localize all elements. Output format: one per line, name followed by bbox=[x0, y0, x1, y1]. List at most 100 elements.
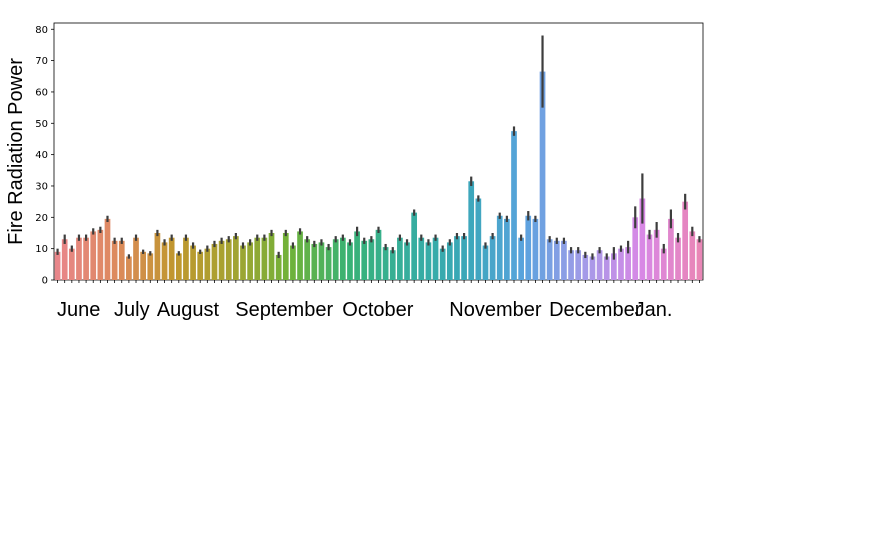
y-tick-label: 60 bbox=[35, 87, 48, 98]
y-tick-label: 40 bbox=[35, 150, 48, 161]
bar bbox=[418, 237, 425, 280]
bar bbox=[382, 247, 389, 280]
bar bbox=[411, 212, 418, 280]
bar bbox=[432, 237, 439, 280]
bar bbox=[603, 256, 610, 280]
bar bbox=[76, 237, 82, 280]
bar bbox=[311, 243, 318, 280]
bar bbox=[446, 242, 453, 280]
bar bbox=[496, 215, 503, 280]
bar bbox=[126, 256, 132, 280]
bar bbox=[375, 229, 382, 280]
month-labels: June July August September October November De… bbox=[57, 299, 672, 321]
bar bbox=[439, 248, 446, 280]
bar bbox=[482, 245, 489, 280]
bar bbox=[233, 236, 239, 280]
bar bbox=[518, 237, 524, 280]
month-label: October bbox=[342, 299, 413, 321]
bar bbox=[290, 245, 296, 280]
month-label: July bbox=[114, 299, 150, 321]
bar bbox=[511, 131, 517, 280]
bar bbox=[582, 254, 589, 280]
bar bbox=[211, 243, 218, 280]
bar bbox=[190, 245, 196, 280]
bar bbox=[625, 247, 631, 280]
month-label: December bbox=[549, 299, 642, 321]
bar bbox=[83, 237, 89, 280]
month-label: November bbox=[449, 299, 542, 321]
bars-group bbox=[54, 71, 703, 280]
y-tick-label: 70 bbox=[35, 56, 48, 67]
bar bbox=[689, 231, 696, 280]
bar bbox=[404, 242, 410, 280]
bar bbox=[254, 237, 261, 280]
y-tick-label: 10 bbox=[35, 244, 48, 255]
bar bbox=[282, 232, 289, 280]
bar bbox=[589, 256, 596, 280]
bar bbox=[183, 237, 189, 280]
bar bbox=[154, 232, 161, 280]
bar bbox=[660, 248, 667, 280]
y-tick-label: 30 bbox=[35, 181, 48, 192]
bar bbox=[318, 242, 325, 280]
bar bbox=[347, 242, 353, 280]
bar bbox=[639, 198, 646, 280]
bar bbox=[161, 242, 168, 280]
bar bbox=[133, 237, 139, 280]
y-tick-label: 20 bbox=[35, 213, 48, 224]
bar bbox=[168, 237, 175, 280]
bar bbox=[240, 245, 246, 280]
bar bbox=[339, 237, 346, 280]
bar bbox=[461, 236, 467, 280]
bar bbox=[354, 231, 360, 280]
bar bbox=[397, 237, 403, 280]
bar bbox=[539, 71, 546, 280]
bar bbox=[696, 239, 703, 280]
error-bars-group bbox=[56, 35, 701, 260]
bar bbox=[389, 250, 396, 280]
bar bbox=[454, 236, 460, 280]
bar bbox=[97, 229, 104, 280]
month-label: June bbox=[57, 299, 100, 321]
bar bbox=[668, 218, 674, 280]
y-axis-label: Fire Radiation Power bbox=[5, 58, 27, 245]
y-axis-ticks: 0 10 20 30 40 50 60 70 80 bbox=[35, 25, 54, 287]
bar bbox=[368, 239, 375, 280]
bar bbox=[532, 218, 539, 280]
bar bbox=[632, 217, 639, 280]
bar bbox=[204, 248, 211, 280]
bar bbox=[361, 240, 368, 280]
bar bbox=[90, 231, 97, 280]
y-tick-label: 0 bbox=[42, 276, 48, 287]
bar bbox=[261, 237, 268, 280]
bar bbox=[610, 253, 617, 280]
bar bbox=[147, 253, 154, 280]
bar bbox=[61, 239, 68, 280]
bar bbox=[596, 250, 603, 280]
month-label: August bbox=[157, 299, 220, 321]
bar bbox=[140, 251, 147, 280]
bar bbox=[297, 231, 303, 280]
bar bbox=[175, 253, 182, 280]
bar bbox=[646, 234, 653, 280]
y-tick-label: 50 bbox=[35, 119, 48, 130]
bar bbox=[682, 201, 689, 280]
month-label: Jan. bbox=[635, 299, 673, 321]
bar bbox=[118, 240, 125, 280]
bar bbox=[575, 250, 582, 280]
bar bbox=[197, 251, 204, 280]
bar bbox=[653, 229, 660, 280]
bar bbox=[475, 198, 482, 280]
bar bbox=[525, 215, 532, 280]
y-tick-label: 80 bbox=[35, 25, 48, 36]
bar bbox=[504, 218, 510, 280]
bar bbox=[568, 250, 574, 280]
bar bbox=[304, 239, 311, 280]
bar bbox=[553, 240, 560, 280]
bar bbox=[54, 251, 61, 280]
bar bbox=[425, 242, 432, 280]
bar bbox=[618, 248, 624, 280]
bar bbox=[225, 239, 232, 280]
bar bbox=[489, 236, 496, 280]
